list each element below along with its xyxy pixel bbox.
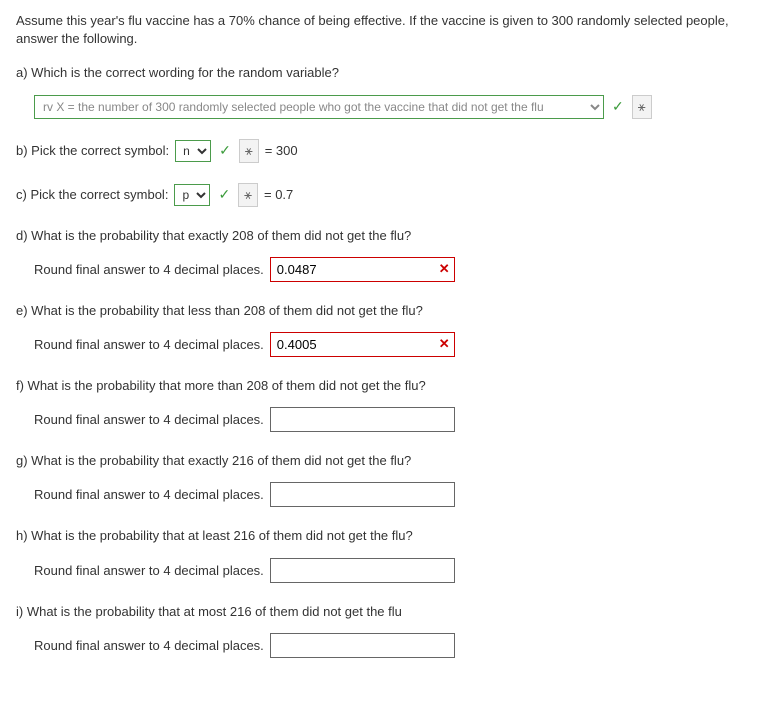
question-b-prompt: b) Pick the correct symbol: bbox=[16, 143, 169, 158]
symbol-p-select[interactable]: p bbox=[174, 184, 210, 206]
round-hint: Round final answer to 4 decimal places. bbox=[34, 262, 264, 277]
retry-button[interactable]: ⚹ bbox=[238, 183, 258, 207]
problem-intro: Assume this year's flu vaccine has a 70%… bbox=[16, 12, 763, 48]
question-a: a) Which is the correct wording for the … bbox=[16, 64, 763, 118]
answer-g-input[interactable] bbox=[270, 482, 455, 507]
answer-d-input[interactable] bbox=[270, 257, 455, 282]
retry-icon: ⚹ bbox=[244, 187, 252, 203]
retry-button[interactable]: ⚹ bbox=[239, 139, 259, 163]
question-c: c) Pick the correct symbol: p ✓ ⚹ = 0.7 bbox=[16, 183, 763, 207]
answer-f-input[interactable] bbox=[270, 407, 455, 432]
round-hint: Round final answer to 4 decimal places. bbox=[34, 337, 264, 352]
p-equals-07: = 0.7 bbox=[264, 187, 293, 202]
rv-definition-select[interactable]: rv X = the number of 300 randomly select… bbox=[34, 95, 604, 119]
question-h-prompt: h) What is the probability that at least… bbox=[16, 527, 763, 545]
question-e: e) What is the probability that less tha… bbox=[16, 302, 763, 357]
answer-i-input[interactable] bbox=[270, 633, 455, 658]
question-a-prompt: a) Which is the correct wording for the … bbox=[16, 64, 763, 82]
question-f: f) What is the probability that more tha… bbox=[16, 377, 763, 432]
retry-button[interactable]: ⚹ bbox=[632, 95, 652, 119]
round-hint: Round final answer to 4 decimal places. bbox=[34, 563, 264, 578]
question-i-prompt: i) What is the probability that at most … bbox=[16, 603, 763, 621]
check-icon: ✓ bbox=[218, 186, 230, 203]
answer-h-input[interactable] bbox=[270, 558, 455, 583]
question-i: i) What is the probability that at most … bbox=[16, 603, 763, 658]
round-hint: Round final answer to 4 decimal places. bbox=[34, 487, 264, 502]
question-e-prompt: e) What is the probability that less tha… bbox=[16, 302, 763, 320]
n-equals-300: = 300 bbox=[265, 143, 298, 158]
question-f-prompt: f) What is the probability that more tha… bbox=[16, 377, 763, 395]
check-icon: ✓ bbox=[219, 142, 231, 159]
question-h: h) What is the probability that at least… bbox=[16, 527, 763, 582]
round-hint: Round final answer to 4 decimal places. bbox=[34, 412, 264, 427]
question-d: d) What is the probability that exactly … bbox=[16, 227, 763, 282]
symbol-n-select[interactable]: n bbox=[175, 140, 211, 162]
retry-icon: ⚹ bbox=[638, 99, 646, 115]
check-icon: ✓ bbox=[612, 98, 624, 115]
retry-icon: ⚹ bbox=[245, 143, 253, 159]
question-d-prompt: d) What is the probability that exactly … bbox=[16, 227, 763, 245]
round-hint: Round final answer to 4 decimal places. bbox=[34, 638, 264, 653]
question-g-prompt: g) What is the probability that exactly … bbox=[16, 452, 763, 470]
question-c-prompt: c) Pick the correct symbol: bbox=[16, 187, 168, 202]
question-b: b) Pick the correct symbol: n ✓ ⚹ = 300 bbox=[16, 139, 763, 163]
question-g: g) What is the probability that exactly … bbox=[16, 452, 763, 507]
answer-e-input[interactable] bbox=[270, 332, 455, 357]
